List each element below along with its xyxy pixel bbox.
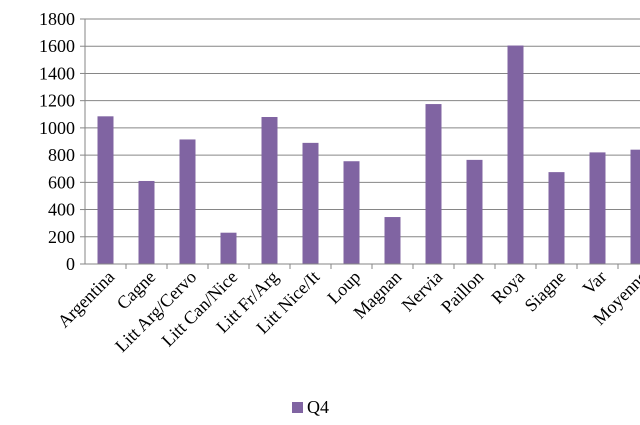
y-tick-label: 1000	[39, 118, 75, 138]
y-tick-label: 1400	[39, 63, 75, 83]
y-tick-label: 200	[48, 227, 75, 247]
y-tick-label: 600	[48, 172, 75, 192]
y-tick-label: 0	[66, 254, 75, 274]
x-tick-label: Nervia	[398, 267, 447, 316]
bar	[343, 161, 360, 264]
bar	[589, 152, 606, 264]
bar	[507, 45, 524, 264]
bar	[630, 149, 640, 264]
x-tick-label: Argentina	[54, 267, 119, 332]
bar	[302, 142, 319, 264]
bar	[179, 139, 196, 264]
y-tick-label: 1800	[39, 9, 75, 29]
x-tick-label: Paillon	[437, 267, 487, 317]
bars	[97, 45, 640, 264]
x-tick-label: Var	[579, 267, 611, 299]
x-tick-label: Siagne	[521, 267, 570, 316]
legend: Q4	[292, 397, 329, 418]
axes	[84, 19, 640, 265]
bar	[97, 116, 114, 264]
legend-swatch	[292, 402, 303, 413]
bar	[384, 217, 401, 264]
y-tick-labels: 0 200 400 600 800 1000 1200 1400 1600 1800	[39, 9, 75, 274]
bar	[138, 180, 155, 264]
bar	[466, 159, 483, 264]
y-tick-label: 800	[48, 145, 75, 165]
bar	[220, 232, 237, 264]
bar	[425, 104, 442, 264]
y-tick-label: 1600	[39, 36, 75, 56]
y-tick-label: 1200	[39, 91, 75, 111]
legend-label: Q4	[307, 397, 329, 417]
gridlines	[80, 18, 640, 269]
bar	[261, 117, 278, 264]
y-tick-label: 400	[48, 200, 75, 220]
bar	[548, 172, 565, 264]
